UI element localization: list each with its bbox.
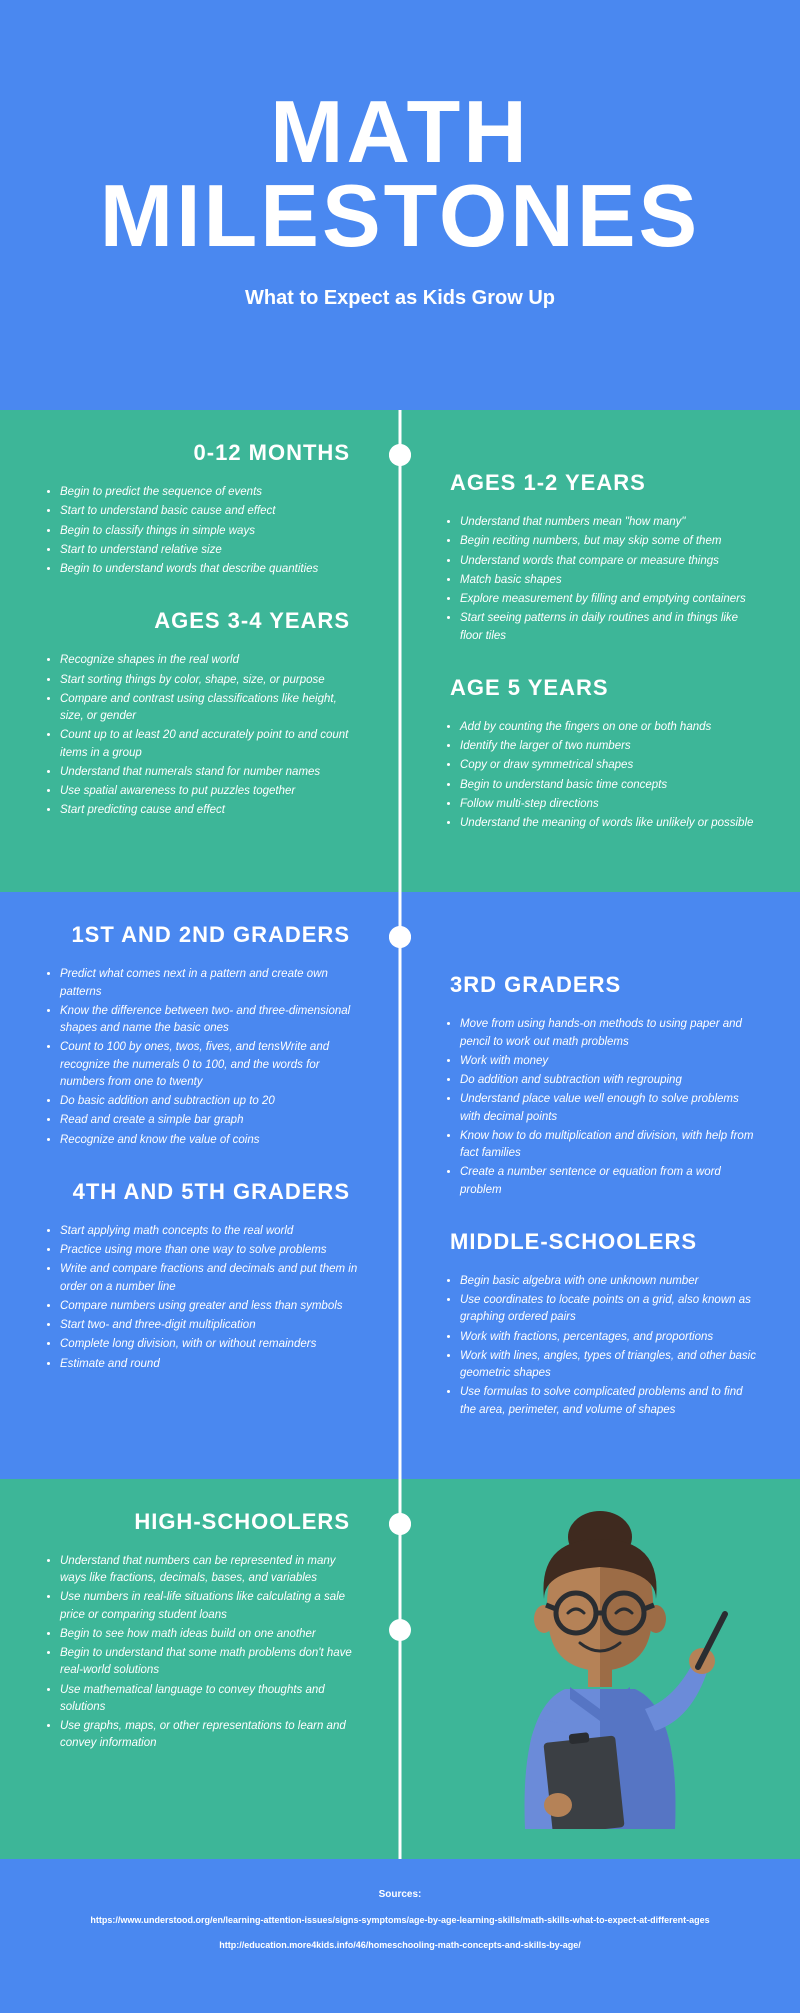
header-section: MATH MILESTONES What to Expect as Kids G… <box>0 0 800 410</box>
section-title: AGES 3-4 YEARS <box>40 608 360 634</box>
milestone-item: Match basic shapes <box>460 572 760 589</box>
section-title: MIDDLE-SCHOOLERS <box>440 1229 760 1255</box>
section-title: AGE 5 YEARS <box>440 675 760 701</box>
milestone-item: Begin to see how math ideas build on one… <box>60 1626 360 1643</box>
milestone-list: Add by counting the fingers on one or bo… <box>440 719 760 833</box>
milestone-item: Begin to understand that some math probl… <box>60 1645 360 1680</box>
milestone-list: Understand that numbers mean "how many" B… <box>440 514 760 645</box>
milestone-item: Understand that numbers mean "how many" <box>460 514 760 531</box>
milestone-item: Compare and contrast using classificatio… <box>60 691 360 726</box>
milestone-item: Understand that numbers can be represent… <box>60 1553 360 1588</box>
milestone-item: Complete long division, with or without … <box>60 1336 360 1353</box>
milestone-item: Start applying math concepts to the real… <box>60 1223 360 1240</box>
milestone-item: Begin basic algebra with one unknown num… <box>460 1273 760 1290</box>
milestone-item: Use numbers in real-life situations like… <box>60 1589 360 1624</box>
milestone-item: Count up to at least 20 and accurately p… <box>60 727 360 762</box>
milestone-item: Predict what comes next in a pattern and… <box>60 966 360 1001</box>
milestone-item: Work with money <box>460 1053 760 1070</box>
milestone-item: Understand that numerals stand for numbe… <box>60 764 360 781</box>
milestone-item: Use spatial awareness to put puzzles tog… <box>60 783 360 800</box>
milestone-item: Identify the larger of two numbers <box>460 738 760 755</box>
milestone-list: Recognize shapes in the real world Start … <box>40 652 360 819</box>
section-title: 4TH AND 5TH GRADERS <box>40 1179 360 1205</box>
section-title: HIGH-SCHOOLERS <box>40 1509 360 1535</box>
timeline-dot <box>389 1619 411 1641</box>
milestone-item: Do basic addition and subtraction up to … <box>60 1093 360 1110</box>
milestone-item: Compare numbers using greater and less t… <box>60 1298 360 1315</box>
milestone-item: Understand the meaning of words like unl… <box>460 815 760 832</box>
cell-grade3-middle: 3RD GRADERS Move from using hands-on met… <box>400 892 800 1479</box>
section-title: 0-12 MONTHS <box>40 440 360 466</box>
cell-grades-1-5: 1ST AND 2ND GRADERS Predict what comes n… <box>0 892 400 1479</box>
milestone-item: Begin reciting numbers, but may skip som… <box>460 533 760 550</box>
timeline-dot <box>389 926 411 948</box>
milestone-item: Start two- and three-digit multiplicatio… <box>60 1317 360 1334</box>
milestone-list: Predict what comes next in a pattern and… <box>40 966 360 1149</box>
milestone-item: Understand words that compare or measure… <box>460 553 760 570</box>
milestone-item: Know the difference between two- and thr… <box>60 1003 360 1038</box>
cell-0-12-months: 0-12 MONTHS Begin to predict the sequenc… <box>0 410 400 892</box>
milestone-item: Start seeing patterns in daily routines … <box>460 610 760 645</box>
cell-ages-1-5: AGES 1-2 YEARS Understand that numbers m… <box>400 410 800 892</box>
milestone-list: Begin basic algebra with one unknown num… <box>440 1273 760 1419</box>
milestone-item: Recognize shapes in the real world <box>60 652 360 669</box>
milestone-list: Move from using hands-on methods to usin… <box>440 1016 760 1199</box>
sources-label: Sources: <box>40 1889 760 1900</box>
timeline-line <box>399 410 402 1859</box>
main-title: MATH MILESTONES <box>40 90 760 257</box>
section-title: 3RD GRADERS <box>440 972 760 998</box>
milestone-item: Use graphs, maps, or other representatio… <box>60 1718 360 1753</box>
milestone-item: Start to understand relative size <box>60 542 360 559</box>
footer-section: Sources: https://www.understood.org/en/l… <box>0 1859 800 2013</box>
milestone-item: Follow multi-step directions <box>460 796 760 813</box>
cell-highschool: HIGH-SCHOOLERS Understand that numbers c… <box>0 1479 400 1859</box>
milestone-item: Use mathematical language to convey thou… <box>60 1682 360 1717</box>
title-line-2: MILESTONES <box>100 166 700 265</box>
milestone-item: Do addition and subtraction with regroup… <box>460 1072 760 1089</box>
milestone-item: Create a number sentence or equation fro… <box>460 1164 760 1199</box>
milestone-list: Start applying math concepts to the real… <box>40 1223 360 1373</box>
milestone-item: Begin to predict the sequence of events <box>60 484 360 501</box>
milestone-list: Begin to predict the sequence of events S… <box>40 484 360 578</box>
milestone-item: Begin to understand words that describe … <box>60 561 360 578</box>
milestone-item: Use formulas to solve complicated proble… <box>460 1384 760 1419</box>
subtitle: What to Expect as Kids Grow Up <box>40 287 760 310</box>
milestone-item: Estimate and round <box>60 1356 360 1373</box>
milestone-item: Copy or draw symmetrical shapes <box>460 757 760 774</box>
milestone-item: Practice using more than one way to solv… <box>60 1242 360 1259</box>
milestone-list: Understand that numbers can be represent… <box>40 1553 360 1753</box>
teacher-icon <box>470 1509 730 1829</box>
timeline-dot <box>389 444 411 466</box>
milestone-item: Use coordinates to locate points on a gr… <box>460 1292 760 1327</box>
section-title: AGES 1-2 YEARS <box>440 470 760 496</box>
milestone-item: Move from using hands-on methods to usin… <box>460 1016 760 1051</box>
source-link: https://www.understood.org/en/learning-a… <box>40 1914 760 1927</box>
milestone-item: Explore measurement by filling and empty… <box>460 591 760 608</box>
source-link: http://education.more4kids.info/46/homes… <box>40 1939 760 1952</box>
timeline-grid: 0-12 MONTHS Begin to predict the sequenc… <box>0 410 800 1859</box>
milestone-item: Work with lines, angles, types of triang… <box>460 1348 760 1383</box>
milestone-item: Read and create a simple bar graph <box>60 1112 360 1129</box>
milestone-item: Understand place value well enough to so… <box>460 1091 760 1126</box>
milestone-item: Begin to classify things in simple ways <box>60 523 360 540</box>
timeline-dot <box>389 1513 411 1535</box>
section-title: 1ST AND 2ND GRADERS <box>40 922 360 948</box>
milestone-item: Know how to do multiplication and divisi… <box>460 1128 760 1163</box>
milestone-item: Start sorting things by color, shape, si… <box>60 672 360 689</box>
milestone-item: Recognize and know the value of coins <box>60 1132 360 1149</box>
milestone-item: Begin to understand basic time concepts <box>460 777 760 794</box>
cell-teacher-illustration <box>400 1479 800 1859</box>
milestone-item: Start to understand basic cause and effe… <box>60 503 360 520</box>
milestone-item: Add by counting the fingers on one or bo… <box>460 719 760 736</box>
milestone-item: Write and compare fractions and decimals… <box>60 1261 360 1296</box>
milestone-item: Start predicting cause and effect <box>60 802 360 819</box>
milestone-item: Work with fractions, percentages, and pr… <box>460 1329 760 1346</box>
milestone-item: Count to 100 by ones, twos, fives, and t… <box>60 1039 360 1091</box>
